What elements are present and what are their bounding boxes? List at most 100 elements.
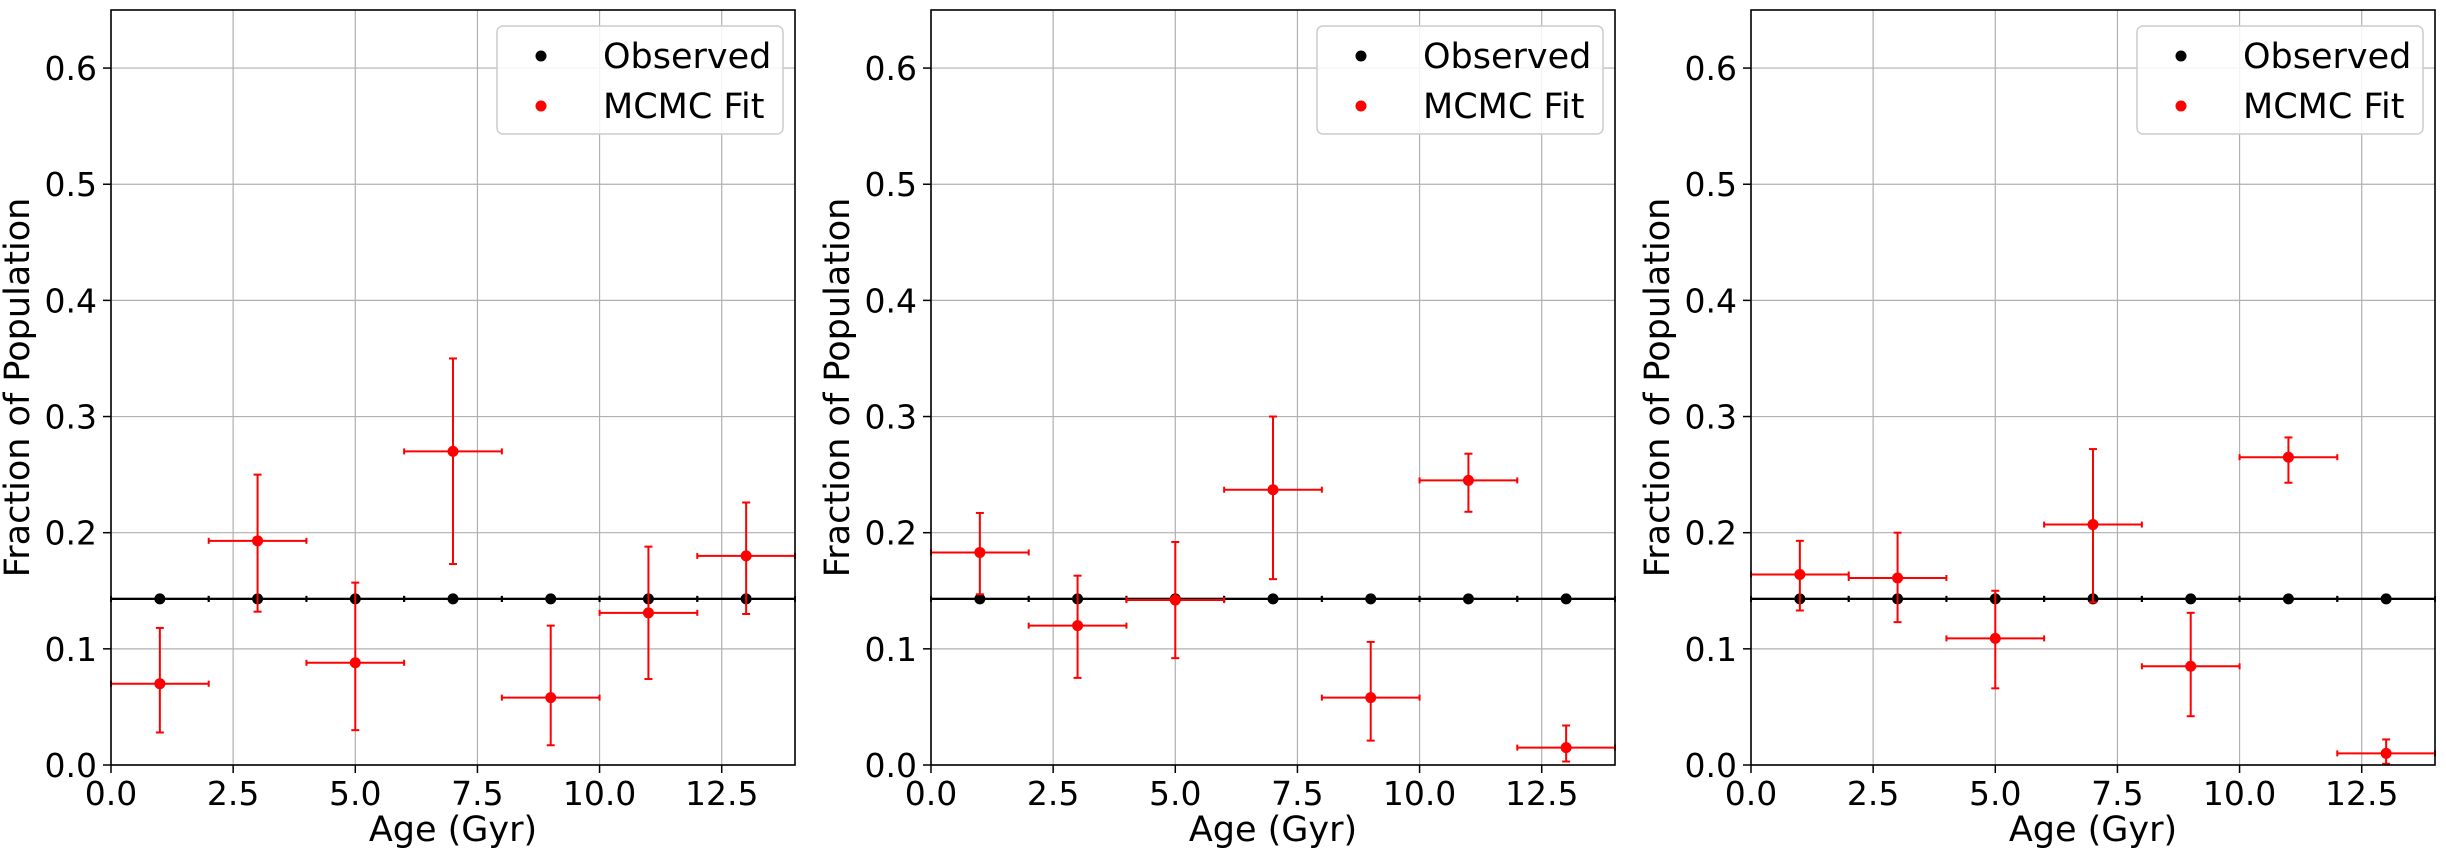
y-tick-label: 0.5 [45, 165, 97, 204]
observed-point [1462, 593, 1474, 605]
y-tick-label: 0.0 [45, 746, 97, 785]
mcmc-fit-point [2282, 451, 2294, 463]
observed-point [154, 593, 166, 605]
y-tick-label: 0.4 [45, 281, 97, 320]
y-tick-label: 0.1 [45, 630, 97, 669]
y-tick-label: 0.2 [1685, 514, 1737, 553]
y-tick-label: 0.5 [865, 165, 917, 204]
legend-marker-mcmc-fit [1355, 100, 1367, 112]
y-axis-label: Fraction of Population [818, 198, 858, 578]
y-tick-label: 0.1 [1685, 630, 1737, 669]
mcmc-fit-point [974, 546, 986, 558]
y-tick-label: 0.3 [1685, 398, 1737, 437]
y-tick-label: 0.4 [865, 281, 917, 320]
legend-box [2136, 25, 2424, 135]
legend-box [1316, 25, 1604, 135]
observed-point [1267, 593, 1279, 605]
mcmc-fit-point [154, 678, 166, 690]
x-tick-label: 5.0 [1969, 774, 2021, 813]
legend-marker-mcmc-fit [2175, 100, 2187, 112]
observed-point [1365, 593, 1377, 605]
x-tick-label: 10.0 [563, 774, 636, 813]
y-tick-label: 0.2 [865, 514, 917, 553]
legend-marker-observed [2175, 50, 2187, 62]
observed-point [2282, 593, 2294, 605]
legend-label: Observed [603, 37, 771, 77]
mcmc-fit-point [1169, 594, 1181, 606]
x-tick-label: 2.5 [1027, 774, 1079, 813]
x-tick-label: 12.5 [1505, 774, 1578, 813]
mcmc-fit-point [252, 535, 264, 547]
x-tick-label: 2.5 [1847, 774, 1899, 813]
mcmc-fit-point [1794, 569, 1806, 581]
y-tick-label: 0.3 [865, 398, 917, 437]
legend-label: Observed [1423, 37, 1591, 77]
chart-panel-1: 0.0 2.5 5.0 7.5 10.0 12.5 0.0 0.1 0.2 0.3 0.4 0.5 0.… [0, 9, 796, 850]
x-tick-label: 10.0 [1383, 774, 1456, 813]
x-tick-label: 0.0 [85, 774, 137, 813]
y-tick-label: 0.0 [1685, 746, 1737, 785]
x-tick-label: 5.0 [329, 774, 381, 813]
mcmc-fit-point [1560, 742, 1572, 754]
legend-label: MCMC Fit [2243, 87, 2404, 127]
legend-label: MCMC Fit [1423, 87, 1584, 127]
legend-marker-mcmc-fit [535, 100, 547, 112]
x-tick-label: 10.0 [2203, 774, 2276, 813]
mcmc-fit-point [545, 692, 557, 704]
chart-panel-2: 0.0 2.5 5.0 7.5 10.0 12.5 0.0 0.1 0.2 0.3 0.4 0.5 0.… [818, 9, 1616, 850]
mcmc-fit-point [1072, 620, 1084, 632]
y-tick-label: 0.5 [1685, 165, 1737, 204]
mcmc-fit-point [1462, 474, 1474, 486]
x-tick-label: 12.5 [2325, 774, 2398, 813]
mcmc-fit-point [447, 445, 459, 457]
legend-marker-observed [535, 50, 547, 62]
mcmc-fit-point [2185, 660, 2197, 672]
y-tick-label: 0.3 [45, 398, 97, 437]
mcmc-fit-point [2380, 747, 2392, 759]
mcmc-fit-point [740, 550, 752, 562]
mcmc-fit-point [642, 607, 654, 619]
plot-frame [110, 9, 796, 766]
y-tick-label: 0.6 [1685, 49, 1737, 88]
y-tick-label: 0.6 [865, 49, 917, 88]
observed-point [974, 593, 986, 605]
mcmc-fit-point [1892, 572, 1904, 584]
mcmc-fit-point [1267, 484, 1279, 496]
x-tick-label: 2.5 [207, 774, 259, 813]
observed-point [2380, 593, 2392, 605]
x-tick-label: 12.5 [685, 774, 758, 813]
x-tick-label: 7.5 [1271, 774, 1323, 813]
x-tick-label: 0.0 [1725, 774, 1777, 813]
plot-frame [930, 9, 1616, 766]
legend-label: Observed [2243, 37, 2411, 77]
observed-point [447, 593, 459, 605]
chart-panel-3: 0.0 2.5 5.0 7.5 10.0 12.5 0.0 0.1 0.2 0.3 0.4 0.5 0.… [1638, 9, 2436, 850]
y-tick-label: 0.4 [1685, 281, 1737, 320]
legend-marker-observed [1355, 50, 1367, 62]
legend-label: MCMC Fit [603, 87, 764, 127]
y-tick-label: 0.1 [865, 630, 917, 669]
legend: Observed MCMC Fit [496, 25, 784, 135]
legend-box [496, 25, 784, 135]
y-tick-label: 0.2 [45, 514, 97, 553]
observed-point [1560, 593, 1572, 605]
y-tick-label: 0.6 [45, 49, 97, 88]
mcmc-fit-point [1365, 692, 1377, 704]
x-tick-label: 7.5 [2091, 774, 2143, 813]
x-axis-label: Age (Gyr) [369, 810, 537, 850]
y-tick-label: 0.0 [865, 746, 917, 785]
plot-frame [1750, 9, 2436, 766]
legend: Observed MCMC Fit [1316, 25, 1604, 135]
x-axis-label: Age (Gyr) [1189, 810, 1357, 850]
x-axis-label: Age (Gyr) [2009, 810, 2177, 850]
observed-point [2185, 593, 2197, 605]
mcmc-fit-point [349, 657, 361, 669]
x-tick-label: 7.5 [451, 774, 503, 813]
x-tick-label: 0.0 [905, 774, 957, 813]
legend: Observed MCMC Fit [2136, 25, 2424, 135]
y-axis-label: Fraction of Population [0, 198, 38, 578]
y-axis-label: Fraction of Population [1638, 198, 1678, 578]
mcmc-fit-point [2087, 519, 2099, 531]
mcmc-fit-point [1989, 632, 2001, 644]
